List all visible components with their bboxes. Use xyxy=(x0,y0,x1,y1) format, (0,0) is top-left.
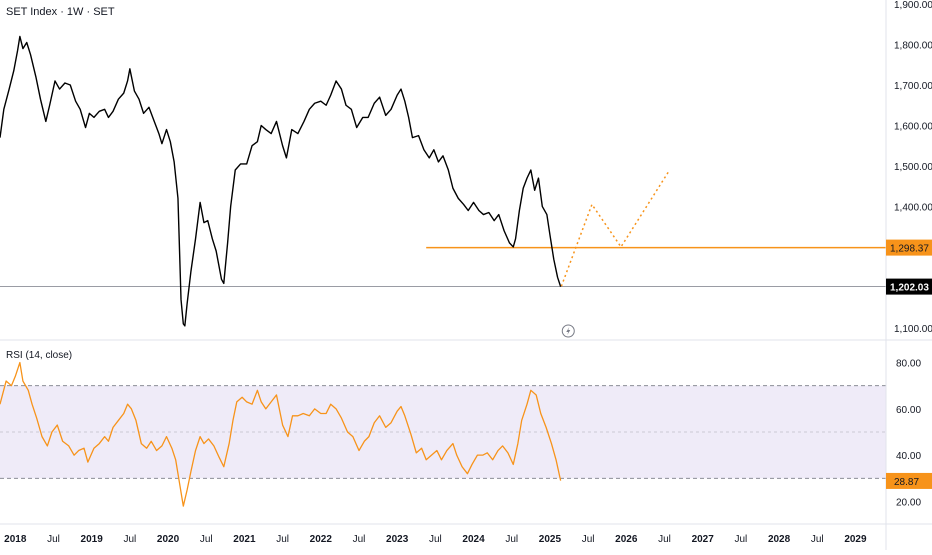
price-tick-label: 1,700.00 xyxy=(894,81,932,92)
last-price-label: 1,202.03 xyxy=(890,283,929,294)
time-tick-label: Jul xyxy=(200,534,213,545)
price-tick-label: 1,900.00 xyxy=(894,0,932,11)
time-tick-label: 2027 xyxy=(692,534,715,545)
price-tick-label: 1,100.00 xyxy=(894,324,932,335)
time-tick-label: 2028 xyxy=(768,534,791,545)
time-tick-label: Jul xyxy=(734,534,747,545)
price-tick-label: 1,600.00 xyxy=(894,121,932,132)
projection-path xyxy=(560,171,669,287)
time-tick-label: 2021 xyxy=(233,534,256,545)
rsi-tick-label: 60.00 xyxy=(896,405,921,416)
rsi-value-tag xyxy=(886,472,932,489)
time-tick-label: Jul xyxy=(658,534,671,545)
time-tick-label: Jul xyxy=(505,534,518,545)
rsi-value-label: 28.87 xyxy=(894,477,919,488)
time-tick-label: 2026 xyxy=(615,534,638,545)
support-price-tag xyxy=(886,239,932,256)
rsi-tick-label: 40.00 xyxy=(896,451,921,462)
time-tick-label: Jul xyxy=(582,534,595,545)
rsi-tick-label: 20.00 xyxy=(896,497,921,508)
time-tick-label: 2022 xyxy=(310,534,333,545)
time-tick-label: Jul xyxy=(123,534,136,545)
support-price-label: 1,298.37 xyxy=(890,244,929,255)
time-tick-label: Jul xyxy=(429,534,442,545)
rsi-tick-label: 80.00 xyxy=(896,359,921,370)
price-tick-label: 1,500.00 xyxy=(894,162,932,173)
price-tick-label: 1,800.00 xyxy=(894,41,932,52)
price-series-line xyxy=(0,35,562,327)
last-price-tag xyxy=(886,278,932,295)
price-panel[interactable] xyxy=(0,35,886,338)
rsi-title: RSI (14, close) xyxy=(6,350,73,361)
time-tick-label: 2018 xyxy=(4,534,27,545)
time-tick-label: Jul xyxy=(353,534,366,545)
time-tick-label: 2020 xyxy=(157,534,180,545)
lightning-glyph xyxy=(566,327,571,335)
time-tick-label: Jul xyxy=(47,534,60,545)
time-tick-label: 2029 xyxy=(844,534,867,545)
time-tick-label: 2025 xyxy=(539,534,562,545)
rsi-panel[interactable] xyxy=(0,361,886,507)
time-tick-label: 2024 xyxy=(462,534,485,545)
chart-title: SET Index · 1W · SET xyxy=(6,6,115,18)
rsi-series-line xyxy=(0,361,562,507)
price-tick-label: 1,400.00 xyxy=(894,202,932,213)
time-tick-label: Jul xyxy=(276,534,289,545)
time-tick-label: Jul xyxy=(811,534,824,545)
time-tick-label: 2019 xyxy=(81,534,104,545)
time-tick-label: 2023 xyxy=(386,534,409,545)
